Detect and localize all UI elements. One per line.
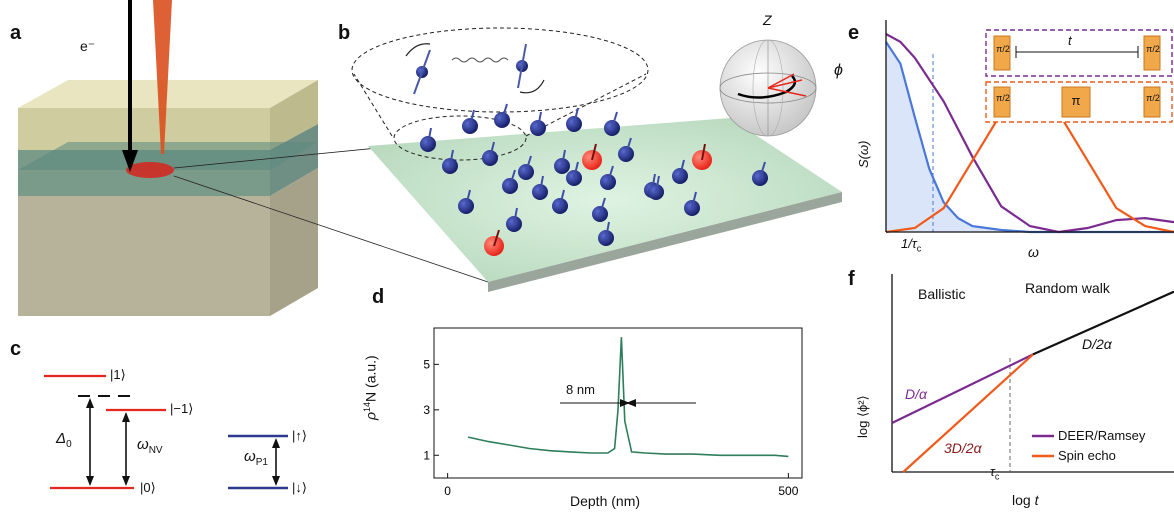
panel-b-spin-bath bbox=[351, 27, 842, 292]
p1-spin bbox=[672, 159, 688, 184]
pulse-pi2-2: π/2 bbox=[1146, 44, 1160, 54]
width-annotation: 8 nm bbox=[566, 382, 595, 397]
p1-spin bbox=[552, 189, 568, 214]
panel-letter-e: e bbox=[848, 22, 860, 44]
panel-letter-b: b bbox=[338, 22, 351, 44]
p1-spin bbox=[458, 189, 474, 214]
e-ylabel: S(ω) bbox=[856, 140, 871, 168]
blue-area bbox=[886, 41, 1174, 233]
tau-c-label: τc bbox=[990, 464, 1000, 482]
level-up: |↑⟩ bbox=[292, 428, 307, 443]
nv-spin bbox=[582, 143, 602, 170]
nv-spin bbox=[692, 143, 712, 170]
panel-f-chart bbox=[891, 274, 1174, 473]
panel-d-frame bbox=[433, 327, 803, 479]
electron-beam-label: e⁻ bbox=[80, 38, 96, 54]
p1-spin bbox=[502, 169, 518, 194]
region-ballistic: Ballistic bbox=[918, 286, 966, 302]
p1-spin bbox=[604, 111, 620, 136]
p1-spin bbox=[554, 149, 570, 174]
p1-spin bbox=[532, 175, 548, 200]
pulse-pi2-1: π/2 bbox=[996, 44, 1010, 54]
spin-echo-line bbox=[902, 353, 1034, 473]
bloch-sphere bbox=[719, 39, 817, 137]
x-tick-label: 500 bbox=[778, 484, 798, 498]
bloch-phi-label: ϕ bbox=[834, 62, 843, 79]
pulse-pi2-3: π/2 bbox=[996, 93, 1010, 103]
f-ylabel: log ⟨ϕ²⟩ bbox=[855, 395, 870, 438]
p1-spin bbox=[648, 175, 664, 200]
legend-echo-label: Spin echo bbox=[1058, 448, 1116, 463]
x-tick-label: 0 bbox=[444, 484, 451, 498]
random-walk-line bbox=[1032, 290, 1174, 356]
p1-spin bbox=[518, 155, 534, 180]
pulse-pi: π bbox=[1071, 93, 1081, 108]
ramsey-sequence-box bbox=[985, 29, 1173, 77]
panel-letter-f: f bbox=[848, 268, 855, 290]
p1-spin bbox=[566, 107, 582, 132]
y-tick-label: 3 bbox=[423, 403, 430, 417]
p1-spin bbox=[482, 141, 498, 166]
p1-spin bbox=[598, 221, 614, 246]
pulse-pi2-4: π/2 bbox=[1146, 93, 1160, 103]
panel-d-chart: 1 3 5 0 500 bbox=[423, 327, 803, 498]
inset-spin-left bbox=[405, 43, 431, 95]
p1-spin bbox=[592, 197, 608, 222]
e-xlabel: ω bbox=[1028, 244, 1039, 260]
f-xlabel: log t bbox=[1012, 492, 1039, 508]
p1-spin bbox=[752, 161, 768, 186]
level-1: |1⟩ bbox=[110, 367, 126, 382]
slope-3d-2alpha: 3D/2α bbox=[944, 440, 982, 456]
legend-deer-label: DEER/Ramsey bbox=[1058, 428, 1146, 443]
panel-a-diamond-block bbox=[18, 0, 318, 316]
y-tick-label: 1 bbox=[423, 448, 430, 462]
panel-letter-c: c bbox=[10, 338, 22, 360]
slope-d-alpha: D/α bbox=[905, 386, 927, 402]
e-xtick: 1/τc bbox=[901, 236, 922, 254]
depth-profile-line bbox=[467, 337, 789, 458]
p1-spin bbox=[684, 191, 700, 216]
omega-nv-label: ωNV bbox=[137, 436, 163, 456]
p1-spin bbox=[566, 161, 582, 186]
nv-spin bbox=[484, 229, 504, 256]
level-0: |0⟩ bbox=[140, 480, 156, 495]
y-tick-label: 5 bbox=[423, 357, 430, 371]
p1-spin bbox=[462, 109, 478, 134]
pulse-t-label: t bbox=[1068, 33, 1072, 48]
delta0-label: Δ0 bbox=[56, 430, 72, 450]
d-ylabel: ρ14N (a.u.) bbox=[362, 355, 379, 420]
slope-d-2alpha: D/2α bbox=[1082, 336, 1112, 352]
panel-e-chart bbox=[885, 20, 1174, 234]
p1-spin bbox=[600, 165, 616, 190]
deer-filter-line bbox=[885, 33, 1174, 234]
p1-spin bbox=[442, 149, 458, 174]
p1-spin bbox=[506, 207, 522, 232]
d-xlabel: Depth (nm) bbox=[570, 493, 641, 509]
region-random-walk: Random walk bbox=[1025, 280, 1110, 296]
panel-c-energy-levels bbox=[44, 374, 288, 490]
omega-p1-label: ωP1 bbox=[244, 448, 268, 468]
p1-spin bbox=[530, 111, 546, 136]
level-down: |↓⟩ bbox=[292, 480, 307, 495]
zoom-lines bbox=[173, 145, 489, 283]
inset-spin-right bbox=[516, 43, 545, 94]
level-minus1: |−1⟩ bbox=[170, 401, 194, 416]
bloch-z-label: Z bbox=[763, 12, 772, 28]
p1-spin bbox=[420, 127, 436, 152]
p1-spin bbox=[618, 137, 634, 162]
deer-ramsey-line bbox=[891, 353, 1034, 424]
panel-letter-d: d bbox=[372, 286, 385, 308]
p1-spin bbox=[494, 103, 510, 128]
panel-letter-a: a bbox=[10, 22, 22, 44]
